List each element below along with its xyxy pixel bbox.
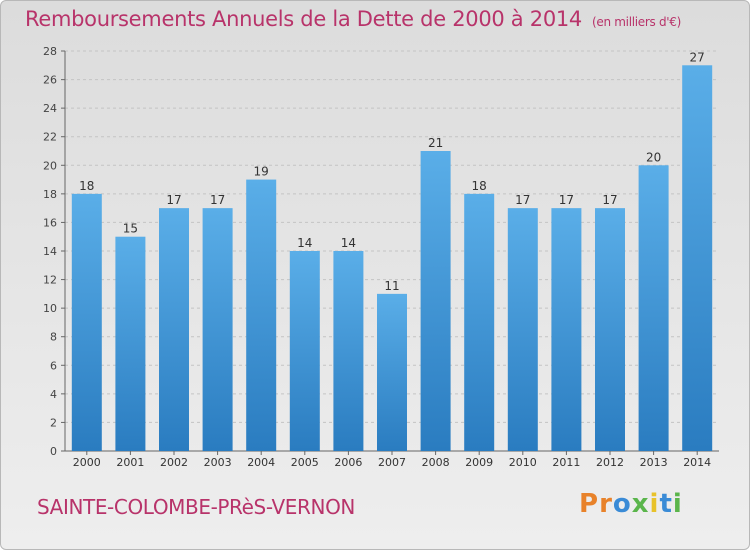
bar-2009[interactable] xyxy=(464,194,494,451)
x-tick-label: 2014 xyxy=(683,456,711,469)
bar-2010[interactable] xyxy=(508,208,538,451)
bar-value-label: 17 xyxy=(559,193,574,207)
x-tick-label: 2011 xyxy=(552,456,580,469)
logo-letter: r xyxy=(599,489,613,519)
y-tick-label: 14 xyxy=(43,245,57,258)
bar-value-label: 21 xyxy=(428,136,443,150)
bar-2006[interactable] xyxy=(333,251,363,451)
y-tick-label: 18 xyxy=(43,188,57,201)
bar-2007[interactable] xyxy=(377,294,407,451)
bar-value-label: 15 xyxy=(123,222,138,236)
bar-value-label: 20 xyxy=(646,150,661,164)
y-tick-label: 26 xyxy=(43,74,57,87)
logo-letter: x xyxy=(632,489,650,519)
y-tick-label: 20 xyxy=(43,159,57,172)
bar-2012[interactable] xyxy=(595,208,625,451)
y-tick-label: 16 xyxy=(43,216,57,229)
y-tick-label: 28 xyxy=(43,45,57,58)
x-tick-label: 2009 xyxy=(465,456,493,469)
bar-value-label: 17 xyxy=(166,193,181,207)
logo-letter: i xyxy=(650,489,660,519)
bars xyxy=(72,65,712,451)
bar-2002[interactable] xyxy=(159,208,189,451)
x-tick-label: 2013 xyxy=(640,456,668,469)
logo-letter: o xyxy=(613,489,632,519)
bar-value-label: 17 xyxy=(210,193,225,207)
x-tick-label: 2010 xyxy=(509,456,537,469)
x-tick-label: 2012 xyxy=(596,456,624,469)
bar-2014[interactable] xyxy=(682,65,712,451)
bar-chart: 02468101214161820222426282000 2001 2002 200… xyxy=(1,1,749,549)
y-tick-label: 4 xyxy=(50,388,57,401)
bar-2000[interactable] xyxy=(72,194,102,451)
bar-2008[interactable] xyxy=(421,151,451,451)
y-tick-label: 10 xyxy=(43,302,57,315)
x-tick-label: 2008 xyxy=(422,456,450,469)
proxiti-logo[interactable]: Proxiti xyxy=(579,489,683,519)
logo-letter: i xyxy=(673,489,683,519)
x-tick-label: 2000 xyxy=(73,456,101,469)
bar-value-label: 27 xyxy=(690,50,705,64)
x-tick-label: 2007 xyxy=(378,456,406,469)
bar-2005[interactable] xyxy=(290,251,320,451)
y-tick-label: 12 xyxy=(43,274,57,287)
bar-2004[interactable] xyxy=(246,180,276,451)
y-tick-label: 6 xyxy=(50,359,57,372)
x-tick-label: 2006 xyxy=(334,456,362,469)
y-tick-label: 22 xyxy=(43,131,57,144)
bar-value-label: 14 xyxy=(341,236,356,250)
bar-value-label: 11 xyxy=(384,279,399,293)
chart-frame: Remboursements Annuels de la Dette de 20… xyxy=(0,0,750,550)
bar-2003[interactable] xyxy=(203,208,233,451)
bar-value-label: 14 xyxy=(297,236,312,250)
y-tick-label: 2 xyxy=(50,416,57,429)
logo-letter: P xyxy=(579,489,599,519)
bar-2011[interactable] xyxy=(551,208,581,451)
x-tick-label: 2001 xyxy=(116,456,144,469)
y-tick-label: 8 xyxy=(50,331,57,344)
x-tick-label: 2005 xyxy=(291,456,319,469)
bar-value-label: 18 xyxy=(472,179,487,193)
logo-letter: t xyxy=(659,489,672,519)
bar-2001[interactable] xyxy=(115,237,145,451)
bar-value-label: 19 xyxy=(254,165,269,179)
x-tick-label: 2003 xyxy=(204,456,232,469)
x-tick-label: 2002 xyxy=(160,456,188,469)
y-tick-label: 24 xyxy=(43,102,57,115)
x-tick-label: 2004 xyxy=(247,456,275,469)
bar-value-label: 18 xyxy=(79,179,94,193)
bar-2013[interactable] xyxy=(639,165,669,451)
bar-value-label: 17 xyxy=(602,193,617,207)
city-name: SAINTE-COLOMBE-PRèS-VERNON xyxy=(37,495,355,519)
bar-value-label: 17 xyxy=(515,193,530,207)
y-tick-label: 0 xyxy=(50,445,57,458)
